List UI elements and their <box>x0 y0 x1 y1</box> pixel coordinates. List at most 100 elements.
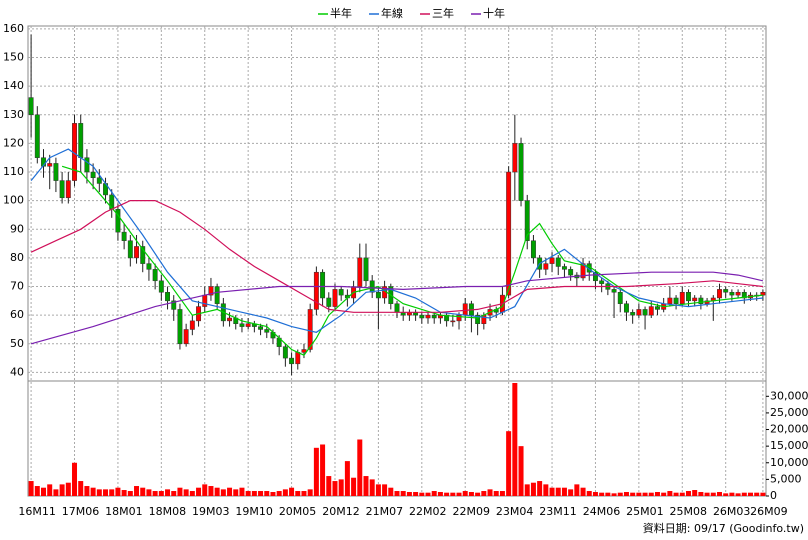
candle-body <box>456 314 462 322</box>
x-tick-label: 20M05 <box>279 505 317 518</box>
volume-bar <box>239 487 245 496</box>
volume-bar <box>202 484 208 496</box>
volume-bar <box>679 492 685 496</box>
volume-bar <box>59 484 65 496</box>
volume-bar <box>264 491 270 496</box>
volume-bar <box>214 487 220 496</box>
volume-bar <box>65 482 71 496</box>
candle-body <box>363 257 369 282</box>
volume-bar <box>394 491 400 496</box>
volume-bar <box>115 487 121 496</box>
volume-bar <box>518 446 524 496</box>
volume-bar <box>258 491 264 496</box>
volume-bar <box>580 487 586 496</box>
y-tick-label: 70 <box>10 280 24 293</box>
candle-body <box>165 292 170 302</box>
volume-bar <box>369 479 375 496</box>
candle-body <box>636 309 642 316</box>
volume-bar <box>747 492 753 496</box>
volume-bar <box>586 491 592 496</box>
volume-bar <box>654 492 660 496</box>
volume-bar <box>555 487 561 496</box>
candle-body <box>301 349 307 353</box>
candle-body <box>524 200 530 241</box>
candle-body <box>65 180 71 199</box>
y-tick-label: 100 <box>3 194 24 207</box>
plot-frame <box>27 25 767 497</box>
candle-body <box>617 292 623 304</box>
volume-bar <box>171 491 177 496</box>
candle-body <box>295 352 301 365</box>
candle-body <box>741 292 747 299</box>
volume-bar <box>475 492 481 496</box>
candle-body <box>134 246 139 259</box>
candle-body <box>506 171 512 296</box>
volume-bar <box>146 489 152 496</box>
volume-bar <box>667 491 673 496</box>
legend-label: 十年 <box>483 6 505 20</box>
volume-bar <box>661 492 667 496</box>
volume-bar <box>196 487 202 496</box>
volume-bar <box>158 491 164 496</box>
x-tick-label: 21M07 <box>366 505 404 518</box>
volume-bar <box>165 489 171 496</box>
candle-body <box>450 320 456 323</box>
volume-bar <box>524 484 530 496</box>
candle-body <box>394 303 400 313</box>
candle-body <box>555 257 561 267</box>
candle-body <box>152 269 158 282</box>
volume-bar <box>735 493 741 496</box>
candle-body <box>518 143 524 201</box>
volume-bar <box>400 491 406 496</box>
candle-body <box>357 257 363 287</box>
volume-bar <box>72 462 78 496</box>
volume-bar <box>28 481 34 496</box>
volume-bar <box>462 491 468 496</box>
x-tick-label: 16M11 <box>18 505 56 518</box>
candle-body <box>264 329 270 333</box>
y-tick-label: 60 <box>10 308 24 321</box>
volume-bar <box>344 461 350 496</box>
volume-bar <box>84 486 90 496</box>
candle-body <box>667 297 673 304</box>
legend-label: 年線 <box>381 6 403 20</box>
volume-bar <box>568 489 574 496</box>
volume-bar <box>177 487 183 496</box>
volume-bar <box>704 492 710 496</box>
candle-body <box>146 263 152 270</box>
volume-bar <box>47 484 53 496</box>
candle-body <box>121 231 127 241</box>
volume-bar <box>140 487 146 496</box>
volume-bar <box>754 492 760 496</box>
candle-body <box>189 320 195 330</box>
candle-body <box>47 163 53 167</box>
y-tick-label: 40 <box>10 365 24 378</box>
volume-bar <box>481 491 487 496</box>
x-tick-label: 25M08 <box>670 505 708 518</box>
volume-bar <box>338 479 344 496</box>
volume-bar <box>289 487 295 496</box>
volume-bar <box>493 491 499 496</box>
candle-body <box>630 312 636 316</box>
y2-tick-label: 20,000 <box>770 423 808 436</box>
volume-bar <box>444 492 450 496</box>
volume-bar <box>78 481 84 496</box>
volume-bar <box>673 492 679 496</box>
x-tick-label: 19M03 <box>192 505 230 518</box>
volume-bar <box>357 439 363 496</box>
volume-bar <box>270 492 276 496</box>
candle-body <box>686 292 691 302</box>
volume-bar <box>698 492 704 496</box>
candle-body <box>127 240 133 259</box>
volume-bar <box>41 487 47 496</box>
volume-bar <box>537 481 543 496</box>
volume-bar <box>189 491 195 496</box>
x-tick-label: 17M06 <box>62 505 100 518</box>
candle-body <box>313 271 319 310</box>
volume-bar <box>512 383 518 496</box>
volume-bar <box>245 491 251 496</box>
volume-bar <box>685 491 691 496</box>
candle-body <box>369 280 375 293</box>
volume-bar <box>723 493 729 496</box>
volume-bar <box>648 492 654 496</box>
